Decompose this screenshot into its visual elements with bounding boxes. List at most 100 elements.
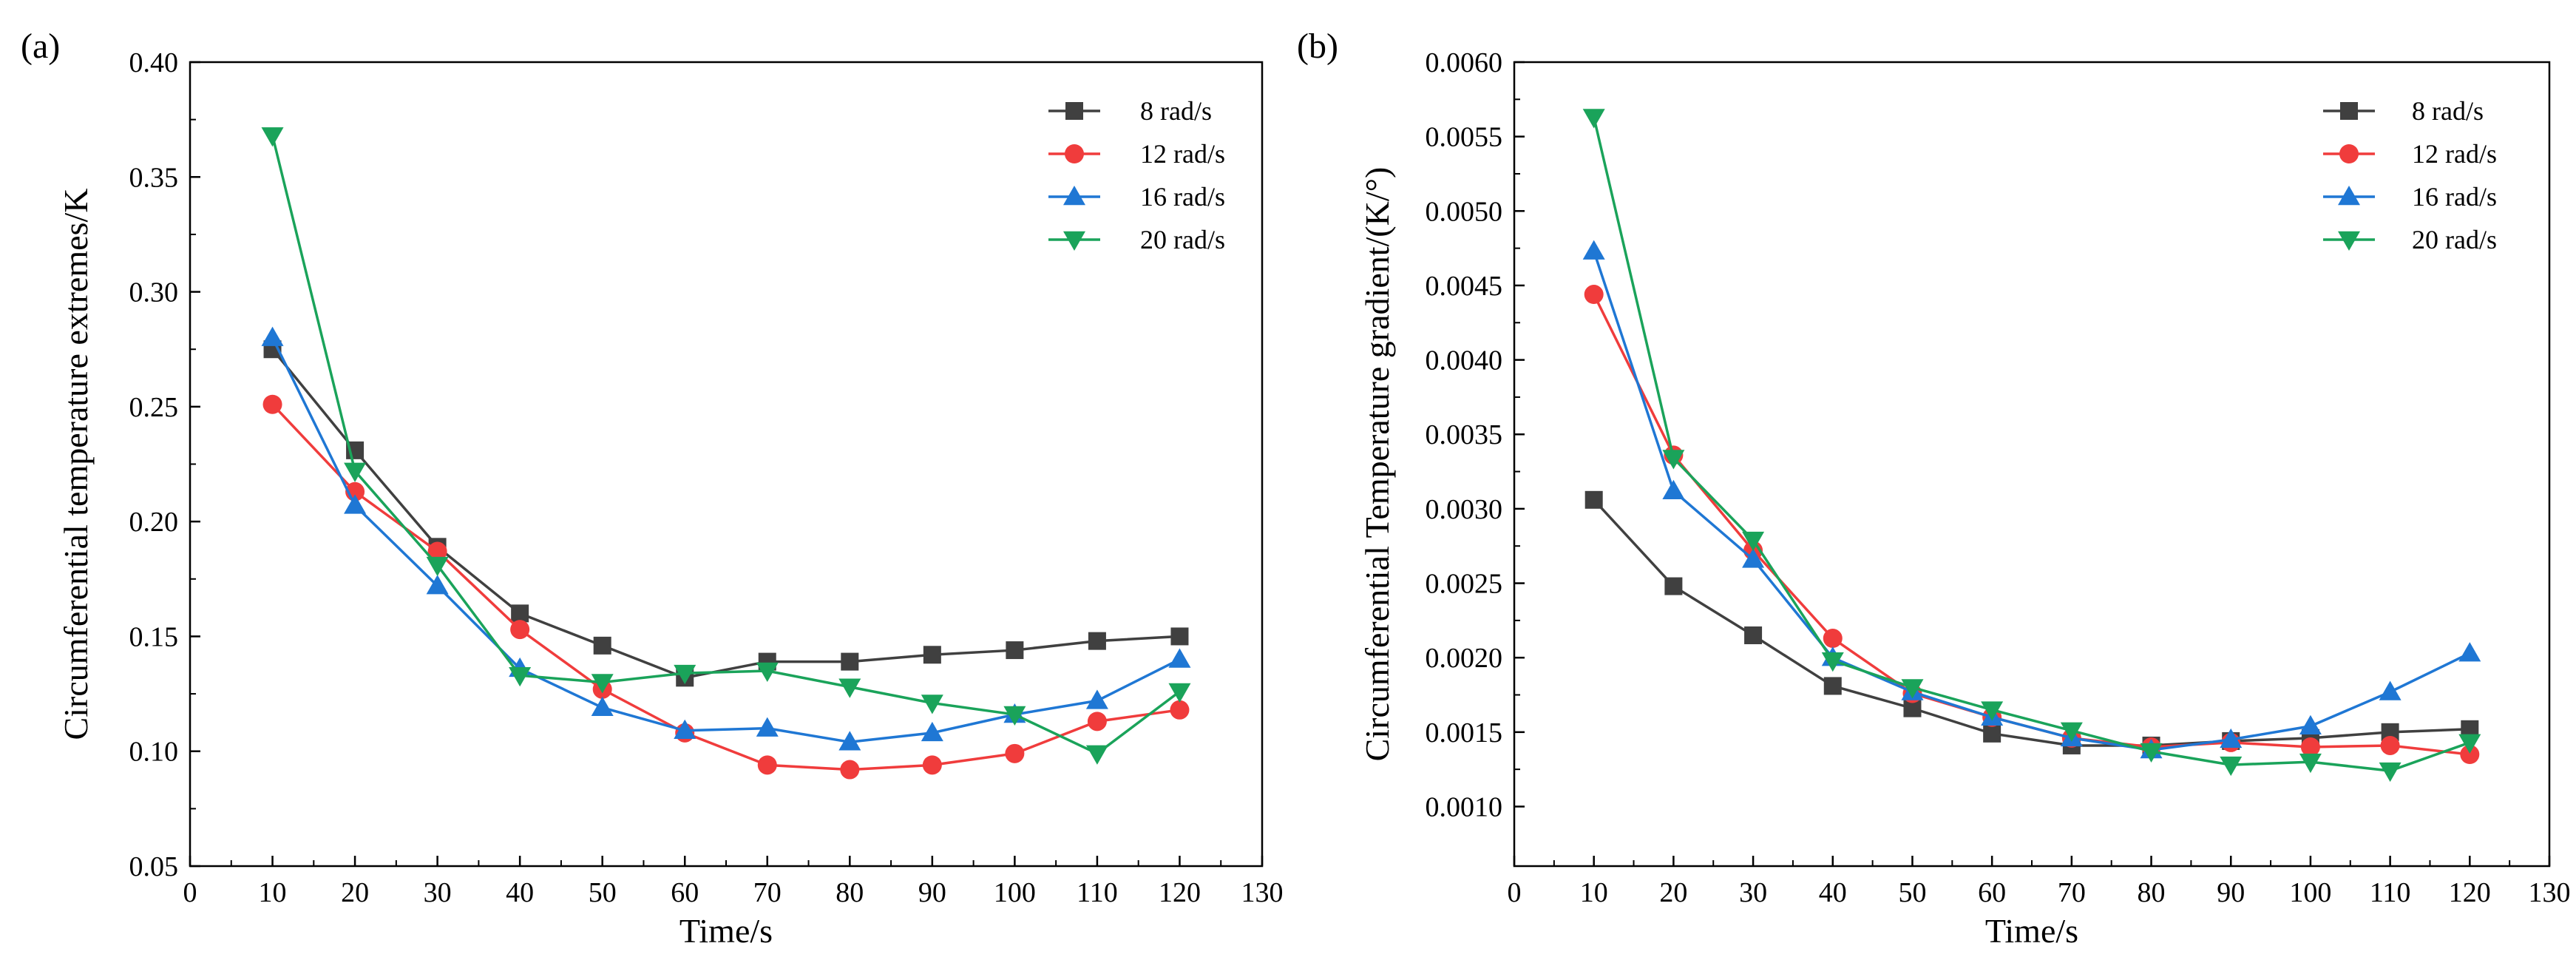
data-point — [2060, 722, 2083, 742]
chart-panel-a: (a) 0 10 20 30 40 50 60 70 80 90 100 110 120 130 0.05 0.… — [21, 27, 1284, 950]
series-20-rad-s — [261, 127, 1191, 765]
data-point — [840, 760, 860, 780]
series-line — [1593, 294, 2470, 756]
data-point — [921, 695, 943, 714]
data-point — [426, 556, 449, 577]
series-12-rad-s — [1584, 285, 2480, 765]
series-20-rad-s — [1582, 109, 2481, 783]
x-tick-label: 20 — [1659, 877, 1687, 908]
data-point — [2379, 762, 2402, 783]
data-point — [1088, 632, 1106, 650]
y-tick-label: 0.35 — [129, 162, 179, 193]
y-tick-label: 0.30 — [129, 277, 179, 308]
legend-marker — [2339, 144, 2359, 163]
y-axis-title: Circumferential temperature extremes/K — [57, 189, 95, 740]
x-tick-label: 20 — [341, 877, 369, 908]
data-point — [1744, 626, 1763, 644]
series-16-rad-s — [1582, 240, 2481, 759]
x-tick-label: 100 — [2289, 877, 2331, 908]
x-tick-label: 90 — [2217, 877, 2245, 908]
data-point — [1823, 677, 1842, 695]
data-point — [2140, 743, 2163, 763]
legend-marker — [1065, 102, 1083, 120]
data-point — [1584, 285, 1604, 305]
data-point — [1983, 724, 2002, 743]
x-tick-label: 40 — [506, 877, 534, 908]
data-point — [2220, 728, 2243, 749]
data-point — [1584, 490, 1603, 509]
x-tick-label: 80 — [835, 877, 864, 908]
data-point — [344, 494, 367, 514]
y-tick-label: 0.0020 — [1426, 643, 1503, 674]
y-tick-label: 0.40 — [129, 47, 179, 78]
y-tick-label: 0.0035 — [1426, 419, 1503, 450]
x-tick-label: 30 — [1739, 877, 1767, 908]
x-tick-label: 10 — [1580, 877, 1608, 908]
legend-entry: 8 rad/s — [1048, 96, 1212, 126]
y-tick-label: 0.0030 — [1426, 494, 1503, 525]
legend-marker — [2340, 102, 2358, 120]
x-tick-label: 40 — [1819, 877, 1847, 908]
data-point — [922, 755, 942, 775]
legend-label: 8 rad/s — [1140, 96, 1212, 126]
y-tick-label: 0.0015 — [1426, 717, 1503, 749]
legend-entry: 12 rad/s — [2323, 139, 2497, 169]
y-tick-label: 0.15 — [129, 621, 179, 652]
x-tick-label: 10 — [259, 877, 287, 908]
data-point — [838, 731, 861, 751]
y-tick-label: 0.0050 — [1426, 196, 1503, 227]
data-point — [2299, 753, 2322, 774]
legend-marker — [1063, 186, 1085, 206]
legend-label: 20 rad/s — [1140, 225, 1225, 254]
x-tick-label: 70 — [753, 877, 782, 908]
x-tick-label: 110 — [2370, 877, 2411, 908]
legend-marker — [1065, 144, 1084, 163]
data-point — [511, 604, 529, 623]
x-tick-label: 130 — [2529, 877, 2571, 908]
y-tick-label: 0.0025 — [1426, 569, 1503, 600]
data-point — [1168, 648, 1191, 668]
data-point — [923, 646, 941, 664]
data-point — [1901, 679, 1924, 699]
data-point — [593, 636, 611, 655]
x-tick-label: 60 — [1978, 877, 2006, 908]
x-tick-label: 50 — [1898, 877, 1926, 908]
data-point — [1087, 712, 1107, 731]
x-tick-label: 0 — [1508, 877, 1522, 908]
y-tick-label: 0.0060 — [1426, 47, 1503, 78]
series-12-rad-s — [262, 394, 1190, 780]
data-point — [1006, 641, 1024, 660]
y-tick-label: 0.0010 — [1426, 791, 1503, 822]
x-tick-label: 120 — [1159, 877, 1201, 908]
data-point — [426, 575, 449, 595]
legend-label: 16 rad/s — [2412, 182, 2497, 212]
chart-panel-b: (b) 0 10 20 30 40 50 60 70 80 90 100 110 120 130 0.0010… — [1297, 27, 2571, 950]
data-point — [261, 326, 284, 346]
x-tick-label: 120 — [2449, 877, 2491, 908]
legend-entry: 8 rad/s — [2323, 96, 2484, 126]
data-point — [1170, 700, 1190, 720]
y-axis-title: Circumferential Temperature gradient/(K/… — [1358, 167, 1396, 762]
data-point — [1085, 745, 1108, 765]
series-8-rad-s — [263, 340, 1189, 687]
x-tick-label: 30 — [424, 877, 452, 908]
y-tick-label: 0.20 — [129, 507, 179, 538]
data-point — [1823, 629, 1843, 649]
legend-label: 12 rad/s — [1140, 139, 1225, 169]
legend-label: 8 rad/s — [2412, 96, 2484, 126]
x-tick-label: 110 — [1077, 877, 1118, 908]
data-point — [1821, 652, 1844, 672]
data-point — [2220, 756, 2243, 777]
series-line — [1593, 499, 2470, 747]
data-point — [674, 719, 696, 740]
y-tick-label: 0.0045 — [1426, 271, 1503, 302]
series-16-rad-s — [261, 326, 1191, 751]
data-point — [262, 394, 282, 414]
data-point — [1662, 479, 1685, 499]
data-point — [1005, 743, 1025, 763]
data-point — [2380, 735, 2400, 755]
y-tick-label: 0.0055 — [1426, 122, 1503, 153]
data-point — [2299, 714, 2322, 735]
y-tick-label: 0.10 — [129, 737, 179, 768]
